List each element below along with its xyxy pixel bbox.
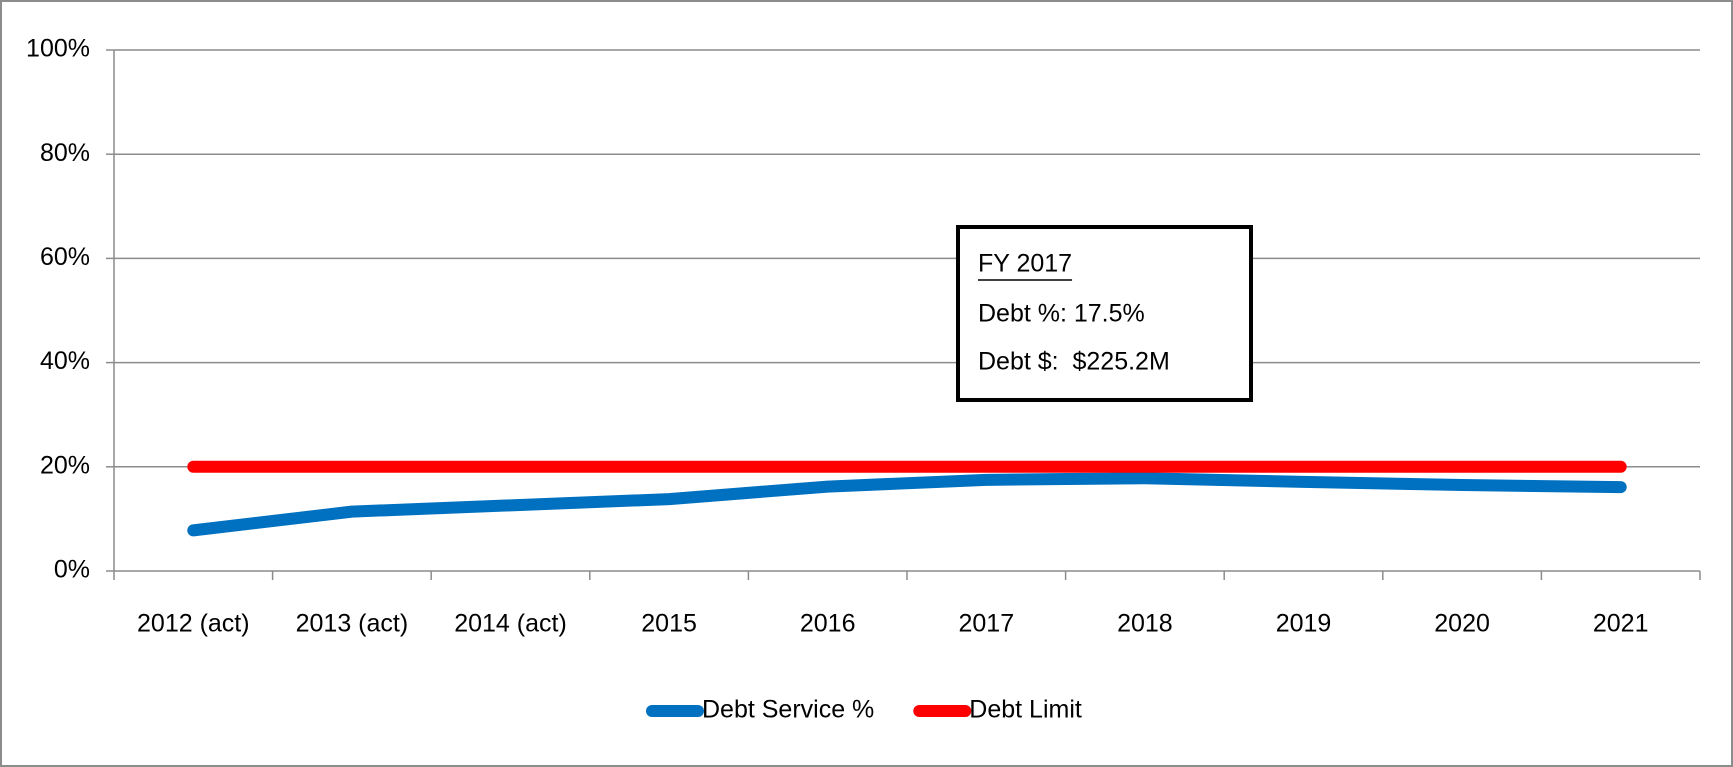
legend-label: Debt Service % xyxy=(702,696,874,724)
x-tick-label: 2016 xyxy=(800,610,856,638)
x-tick-label: 2020 xyxy=(1434,610,1490,638)
y-tick-label: 80% xyxy=(40,139,90,167)
annotation-title: FY 2017 xyxy=(978,250,1072,278)
x-tick-label: 2015 xyxy=(641,610,697,638)
y-tick-label: 20% xyxy=(40,451,90,479)
y-tick-label: 60% xyxy=(40,243,90,271)
x-tick-label: 2013 (act) xyxy=(296,610,409,638)
annotation-line: Debt %: 17.5% xyxy=(978,300,1145,328)
x-tick-label: 2014 (act) xyxy=(454,610,567,638)
y-tick-label: 100% xyxy=(26,35,90,63)
legend-label: Debt Limit xyxy=(969,696,1082,724)
x-tick-label: 2019 xyxy=(1276,610,1332,638)
annotation-box xyxy=(956,225,1253,402)
data-line xyxy=(187,472,1627,537)
x-tick-label: 2012 (act) xyxy=(137,610,250,638)
x-tick-label: 2021 xyxy=(1593,610,1649,638)
y-tick-label: 40% xyxy=(40,347,90,375)
x-tick-label: 2018 xyxy=(1117,610,1173,638)
y-tick-label: 0% xyxy=(54,556,90,584)
x-tick-label: 2017 xyxy=(958,610,1014,638)
annotation-line: Debt $: $225.2M xyxy=(978,348,1170,376)
